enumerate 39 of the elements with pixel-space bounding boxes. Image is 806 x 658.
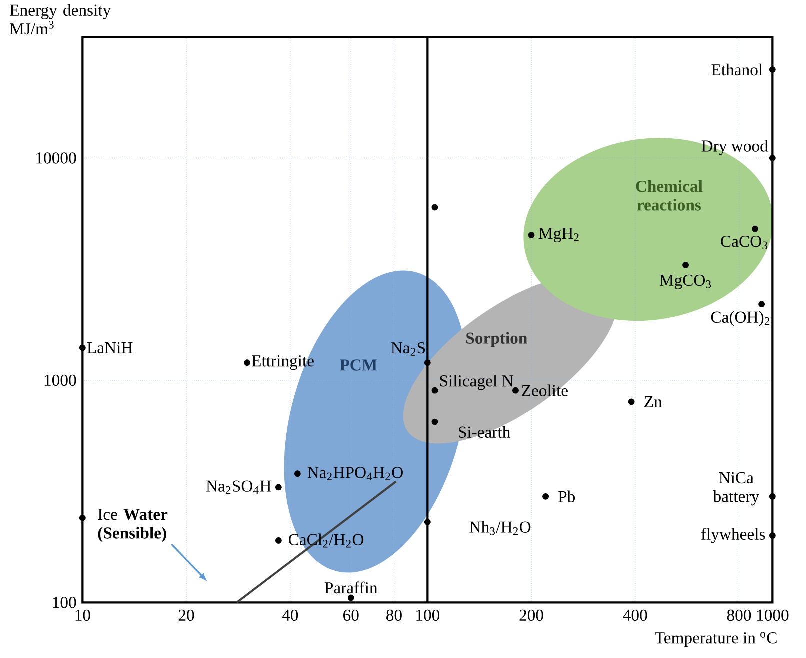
annotation: Nh$_{3}$/H$_{2}$O xyxy=(470,521,531,536)
annotation: Zn xyxy=(644,396,662,408)
y-tick-label: 1000 xyxy=(44,374,76,386)
x-tick-label: 60 xyxy=(344,610,359,622)
annotation: Ca(OH)$_{2}$ xyxy=(711,311,770,326)
annotation: Silicagel N xyxy=(440,375,514,390)
annotation: Sorption xyxy=(466,332,528,348)
x-tick-label: 1000 xyxy=(757,610,789,622)
x-tick-label: 80 xyxy=(386,610,402,622)
annotation: Na$_{2}$HPO$_{4}$H$_{2}$O xyxy=(308,467,403,481)
annotation: Ethanol xyxy=(712,64,763,76)
annotation: Ettringite xyxy=(252,356,314,370)
annotation: MgH$_{2}$ xyxy=(538,228,579,243)
annotation: NiCa battery xyxy=(713,472,760,506)
x-tick-label: 200 xyxy=(520,610,544,622)
annotation: MgCO$_{3}$ xyxy=(660,274,712,290)
x-tick-label: 100 xyxy=(416,610,440,622)
annotation: Si-earth xyxy=(459,426,510,438)
annotation: Chemical reactions xyxy=(636,180,703,211)
y-tick-label: 10000 xyxy=(36,152,76,164)
annotation: Na$_{2}$SO$_{4}$H xyxy=(206,480,272,494)
annotation: CaCO$_{3}$ xyxy=(721,236,768,250)
annotation: Na$_{2}$S xyxy=(391,342,426,356)
x-tick-label: 10 xyxy=(76,610,90,622)
annotation: Ice Water (Sensible) xyxy=(98,509,168,542)
x-tick-label: 400 xyxy=(623,610,648,622)
annotation: PCM xyxy=(340,360,378,371)
annotation: Dry wood xyxy=(702,140,768,156)
x-tick-label: 40 xyxy=(282,610,298,622)
x-axis-title: Temperature in $^{o}$C xyxy=(655,632,777,648)
annotation: flywheels xyxy=(701,528,766,544)
annotation: Pb xyxy=(558,490,576,503)
annotation: LaNiH xyxy=(87,342,133,354)
y-axis-title: Energy density MJ/m$^{3}$ xyxy=(10,4,112,35)
x-tick-label: 800 xyxy=(727,610,752,622)
annotation: Zeolite xyxy=(522,384,568,396)
x-tick-label: 20 xyxy=(178,610,194,622)
y-tick-label: 100 xyxy=(53,597,76,608)
annotation: Paraffin xyxy=(324,582,378,594)
